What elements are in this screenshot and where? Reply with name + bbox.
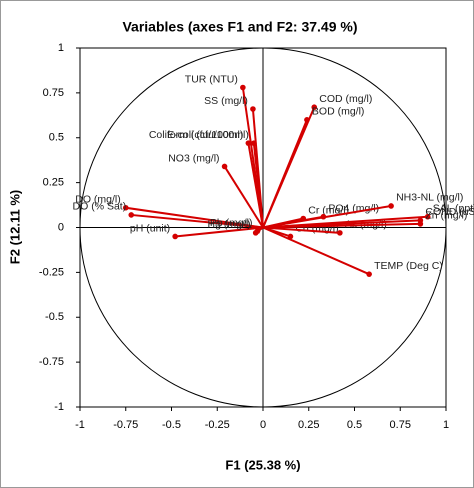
vector-end: [417, 221, 424, 227]
vector: [125, 206, 264, 229]
vector-label: SAL (ppt): [433, 203, 474, 215]
vector-end: [240, 84, 246, 91]
chart-title: Variables (axes F1 and F2: 37.49 %): [122, 19, 357, 35]
vector-end: [388, 203, 394, 209]
vector-label: COD (mg/l): [319, 93, 372, 105]
vector-label: SS (mg/l): [204, 95, 248, 107]
vector-label: COND (uS): [425, 206, 474, 218]
vector-end: [250, 106, 256, 112]
x-tick-label: -0.25: [205, 419, 230, 431]
y-tick-label: -0.75: [39, 356, 64, 368]
vector-end: [172, 233, 178, 240]
vector: [175, 226, 264, 238]
x-axis-label: F1 (25.38 %): [225, 457, 300, 472]
vector: [262, 119, 308, 228]
vector-end: [251, 140, 257, 146]
vector-label: TUR (NTU): [185, 73, 238, 85]
y-tick-label: 0.5: [49, 132, 64, 144]
y-tick-label: 0.25: [43, 177, 64, 189]
vector-end: [122, 204, 129, 211]
vector-label: DO (mg/l): [75, 194, 121, 206]
y-tick-label: 1: [58, 42, 64, 54]
x-tick-label: 0.25: [298, 419, 319, 431]
x-tick-label: 0: [260, 419, 266, 431]
vector-label: TEMP (Deg C): [374, 260, 443, 272]
vector-label: BOD (mg/l): [312, 106, 365, 118]
vector-end: [254, 228, 261, 234]
vector-label: pH (unit): [130, 222, 170, 234]
vector-end: [245, 140, 252, 146]
vector: [223, 165, 264, 229]
y-tick-label: 0.75: [43, 87, 64, 99]
y-tick-label: -0.5: [45, 311, 64, 323]
vector-end: [221, 163, 228, 170]
x-tick-label: 0.5: [347, 419, 362, 431]
vector-end: [304, 117, 310, 123]
vector-label: NH3-NL (mg/l): [396, 192, 463, 204]
vector-label: NO3 (mg/l): [168, 152, 219, 164]
y-tick-label: 0: [58, 221, 64, 233]
x-tick-label: -0.75: [113, 419, 138, 431]
vector-label: PO4 (mg/l): [328, 203, 379, 215]
vector-end: [366, 271, 372, 277]
x-tick-label: -0.5: [162, 419, 181, 431]
x-tick-label: 0.75: [390, 419, 411, 431]
vector-end: [424, 213, 431, 220]
vector-end: [311, 104, 318, 111]
vector: [262, 226, 340, 234]
vector: [131, 213, 264, 229]
vector-end: [337, 230, 343, 236]
y-tick-label: -1: [54, 401, 64, 413]
x-tick-label: -1: [75, 419, 85, 431]
vector: [252, 143, 264, 228]
vector-label: DO (% Sat): [73, 201, 127, 213]
vector: [262, 222, 421, 229]
vector-label: Cr (mg/l): [308, 204, 349, 216]
vector-end: [128, 212, 135, 218]
vector: [262, 226, 370, 276]
x-tick-label: 1: [443, 419, 449, 431]
y-tick-label: -0.25: [39, 266, 64, 278]
vector-label: E-coli (cfu/100ml): [167, 129, 249, 141]
vector-label: Hg (mg/l): [208, 219, 251, 231]
vector-label: Zn (mg/l): [425, 210, 467, 222]
vector-label: Pb (mg/l): [210, 217, 253, 229]
vector-label: Coliform (cfu/100ml): [149, 129, 244, 141]
vector: [262, 215, 428, 229]
vector: [262, 204, 392, 229]
y-axis-label: F2 (12.11 %): [7, 190, 22, 264]
